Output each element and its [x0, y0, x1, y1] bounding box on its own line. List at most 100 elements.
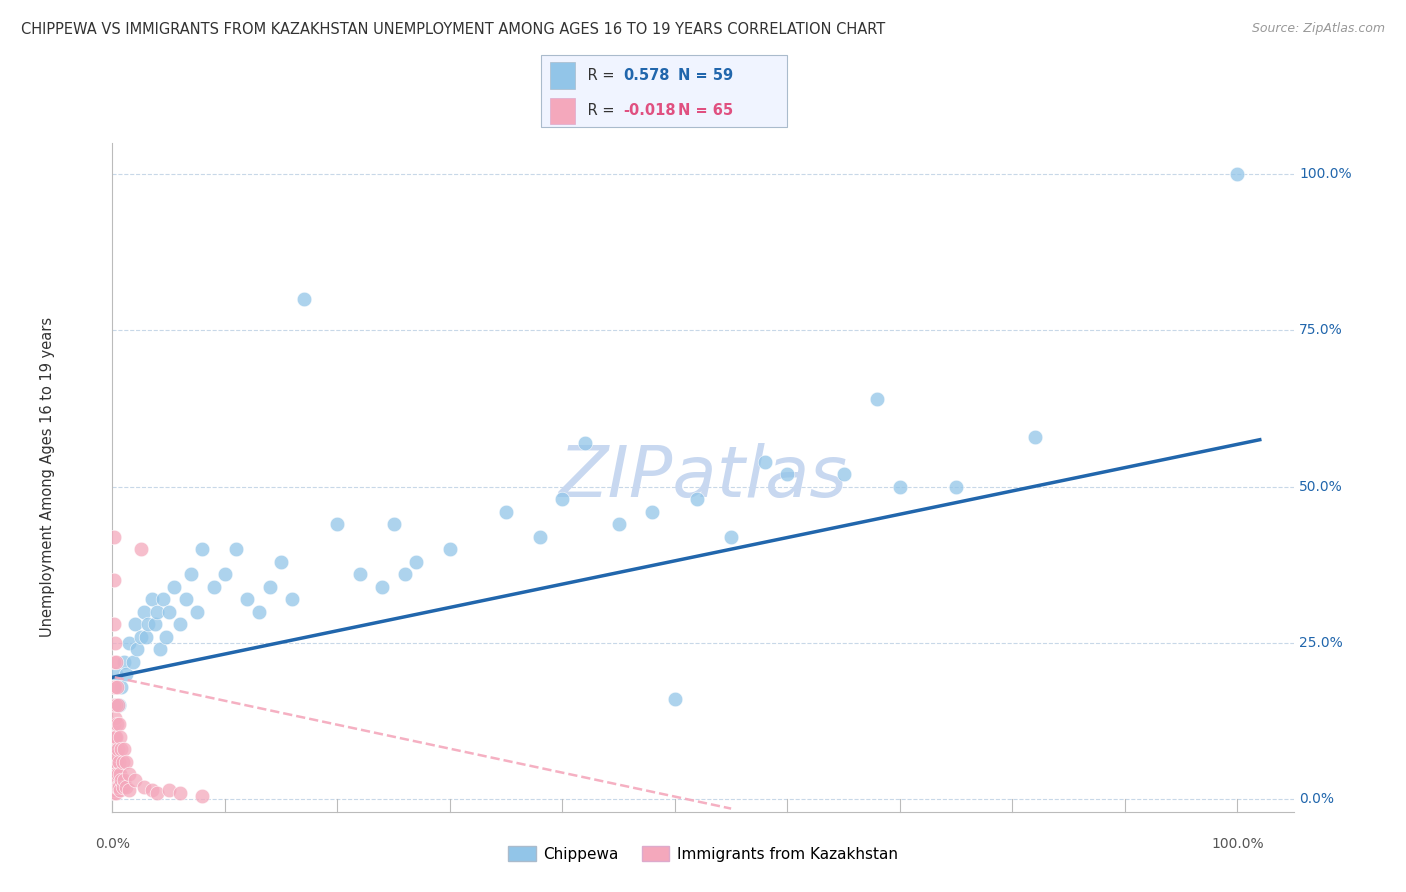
Point	[146, 786, 169, 800]
Point	[349, 567, 371, 582]
Point	[132, 605, 155, 619]
Point	[115, 755, 138, 769]
Point	[103, 761, 125, 775]
Text: 100.0%: 100.0%	[1211, 837, 1264, 851]
Point	[104, 748, 127, 763]
Point	[394, 567, 416, 582]
Point	[110, 767, 132, 781]
Point	[127, 642, 149, 657]
Point	[720, 530, 742, 544]
Point	[104, 655, 127, 669]
Point	[103, 574, 125, 588]
Point	[104, 782, 127, 797]
Point	[110, 730, 132, 744]
Point	[191, 789, 214, 803]
Point	[108, 780, 131, 794]
Point	[129, 630, 152, 644]
Point	[551, 492, 574, 507]
Point	[281, 592, 304, 607]
Text: 0.578: 0.578	[623, 68, 669, 83]
Point	[112, 742, 135, 756]
Point	[118, 636, 141, 650]
Point	[103, 767, 125, 781]
Point	[664, 692, 686, 706]
Point	[104, 767, 127, 781]
Point	[155, 630, 177, 644]
Point	[143, 617, 166, 632]
Point	[382, 517, 405, 532]
Point	[186, 605, 208, 619]
Point	[832, 467, 855, 481]
Point	[105, 717, 128, 731]
Text: 0.0%: 0.0%	[1299, 792, 1334, 806]
Text: CHIPPEWA VS IMMIGRANTS FROM KAZAKHSTAN UNEMPLOYMENT AMONG AGES 16 TO 19 YEARS CO: CHIPPEWA VS IMMIGRANTS FROM KAZAKHSTAN U…	[21, 22, 886, 37]
Point	[270, 555, 292, 569]
Point	[754, 454, 776, 468]
Point	[405, 555, 427, 569]
Point	[607, 517, 630, 532]
Point	[169, 786, 191, 800]
Text: Unemployment Among Ages 16 to 19 years: Unemployment Among Ages 16 to 19 years	[39, 318, 55, 637]
Point	[111, 755, 134, 769]
Point	[292, 292, 315, 306]
Point	[686, 492, 709, 507]
Point	[104, 761, 127, 775]
Text: Source: ZipAtlas.com: Source: ZipAtlas.com	[1251, 22, 1385, 36]
Point	[214, 567, 236, 582]
Text: N = 65: N = 65	[678, 103, 733, 119]
Point	[107, 780, 129, 794]
Point	[104, 636, 127, 650]
Point	[225, 542, 247, 557]
Text: 25.0%: 25.0%	[1299, 636, 1343, 650]
Text: 50.0%: 50.0%	[1299, 480, 1343, 493]
Text: 75.0%: 75.0%	[1299, 323, 1343, 337]
Point	[132, 780, 155, 794]
Point	[180, 567, 202, 582]
Point	[247, 605, 270, 619]
Point	[191, 542, 214, 557]
Point	[889, 480, 911, 494]
Point	[104, 730, 127, 744]
Point	[135, 630, 157, 644]
Point	[945, 480, 967, 494]
Point	[115, 780, 138, 794]
Point	[105, 773, 128, 788]
Point	[104, 755, 127, 769]
Point	[104, 773, 127, 788]
Point	[129, 542, 152, 557]
Point	[103, 655, 125, 669]
Point	[105, 780, 128, 794]
Point	[104, 711, 127, 725]
Point	[104, 730, 127, 744]
Point	[174, 592, 197, 607]
Point	[103, 742, 125, 756]
Point	[149, 642, 172, 657]
Point	[326, 517, 349, 532]
Point	[105, 748, 128, 763]
Point	[107, 742, 129, 756]
Text: R =: R =	[583, 103, 620, 119]
Point	[236, 592, 259, 607]
Point	[103, 730, 125, 744]
Point	[104, 667, 127, 681]
Point	[141, 782, 163, 797]
Point	[104, 780, 127, 794]
Point	[103, 786, 125, 800]
Point	[110, 773, 132, 788]
Text: ZIPatlas: ZIPatlas	[558, 442, 848, 512]
Point	[103, 780, 125, 794]
Point	[118, 767, 141, 781]
Text: 100.0%: 100.0%	[1299, 167, 1351, 181]
Point	[107, 698, 129, 713]
Point	[110, 782, 132, 797]
Point	[103, 617, 125, 632]
Point	[121, 655, 143, 669]
Point	[103, 530, 125, 544]
Point	[371, 580, 394, 594]
Legend: Chippewa, Immigrants from Kazakhstan: Chippewa, Immigrants from Kazakhstan	[502, 840, 904, 868]
Point	[574, 435, 596, 450]
Text: 0.0%: 0.0%	[96, 837, 129, 851]
Point	[157, 605, 180, 619]
Point	[110, 680, 132, 694]
Point	[1226, 167, 1249, 181]
